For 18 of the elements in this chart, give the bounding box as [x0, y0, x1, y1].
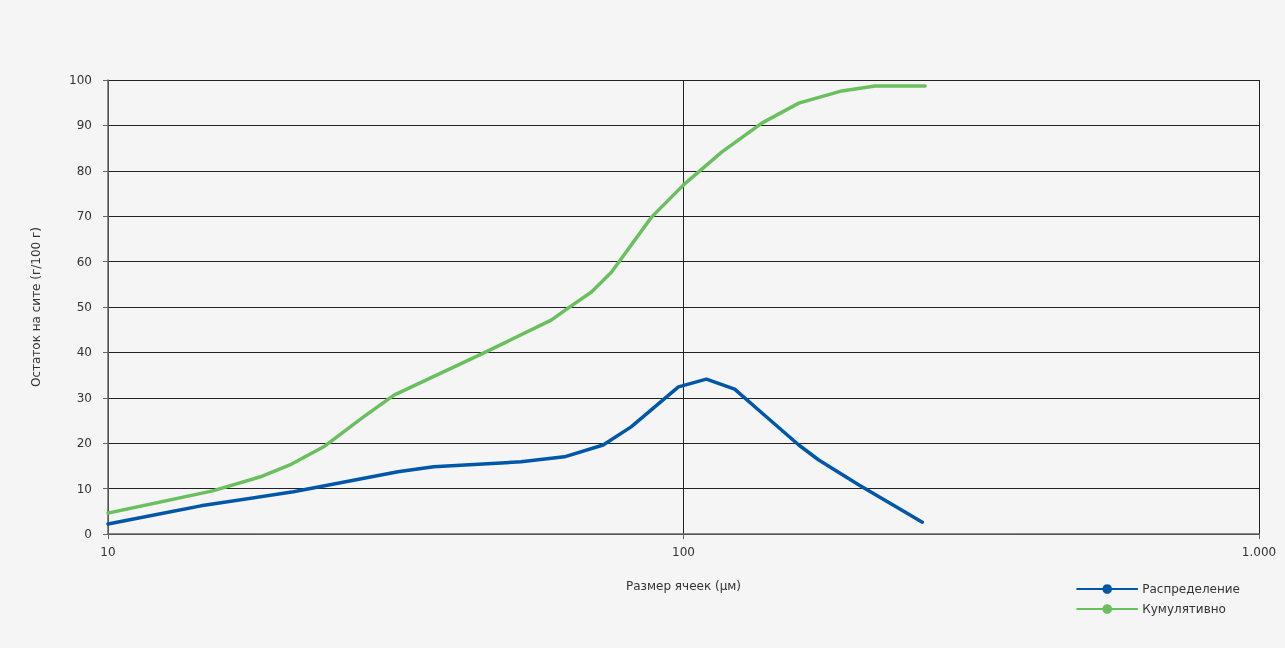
- y-tick-label: 0: [84, 527, 92, 541]
- y-tick-label: 90: [76, 118, 92, 133]
- y-tick-label: 60: [76, 254, 92, 269]
- legend-label: Распределение: [1142, 582, 1240, 596]
- y-tick-label: 30: [76, 390, 92, 405]
- legend-label: Кумулятивно: [1142, 602, 1226, 616]
- x-axis-title: Размер ячеек (µм): [625, 579, 742, 593]
- y-tick-label: 100: [69, 73, 92, 87]
- x-tick-label: 100: [672, 545, 695, 559]
- y-tick-label: 10: [76, 481, 92, 496]
- y-tick-label: 80: [76, 163, 92, 178]
- y-tick-label: 40: [76, 345, 92, 360]
- y-tick-label: 50: [76, 300, 92, 314]
- y-axis-title: Остаток на сите (г/100 г): [29, 226, 43, 388]
- x-tick-label: 1.000: [1241, 545, 1277, 559]
- x-tick-label: 10: [100, 545, 116, 559]
- y-tick-label: 70: [76, 209, 92, 224]
- y-tick-label: 20: [76, 436, 92, 451]
